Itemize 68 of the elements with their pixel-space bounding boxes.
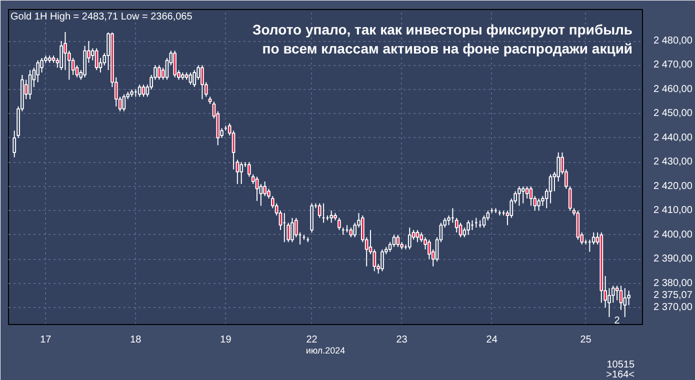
- candlestick: [173, 50, 176, 78]
- candlestick: [236, 159, 240, 184]
- candlestick: [615, 285, 619, 301]
- y-tick-label: 2 420,00: [654, 180, 693, 192]
- candlestick: [255, 176, 259, 202]
- candlestick: [263, 181, 267, 197]
- candlestick: [518, 186, 521, 206]
- candlestick: [521, 186, 525, 204]
- candlestick: [138, 84, 142, 98]
- candlestick: [458, 222, 462, 238]
- x-tick-label: 18: [130, 334, 142, 346]
- candlestick: [122, 94, 126, 112]
- x-tick-label: 24: [486, 334, 498, 346]
- text: Золото упало, так как инвесторы фиксируют прибыль по всем классам активов на фоне распродажи акций: [252, 22, 633, 56]
- candlestick: [349, 227, 353, 238]
- candlestick: [416, 230, 420, 243]
- candlestick: [200, 64, 204, 100]
- candlestick: [188, 72, 192, 86]
- candlestick: [192, 70, 196, 88]
- candlestick: [529, 186, 533, 206]
- candlestick: [353, 222, 357, 238]
- candlestick: [623, 288, 627, 318]
- x-tick-label: 25: [580, 334, 592, 346]
- y-tick-label: 2 460,00: [654, 84, 693, 95]
- candlestick: [290, 217, 294, 243]
- y-tick-label: 2 375,07: [654, 290, 693, 301]
- y-tick-label: 2 440,00: [654, 132, 693, 144]
- annotation: 2: [614, 316, 620, 326]
- candlestick: [240, 162, 244, 184]
- candlestick: [380, 248, 384, 272]
- y-tick-label: 2 450,00: [654, 108, 693, 120]
- candlestick: [248, 162, 251, 178]
- y-tick-label: 2 380,00: [654, 278, 693, 289]
- candlestick: [482, 214, 486, 228]
- text: 10515: [606, 360, 635, 370]
- chart-subtitle: Gold 1H High = 2483,71 Low = 2366,065: [10, 12, 193, 22]
- candlestick: [548, 174, 552, 204]
- candlestick: [420, 232, 424, 243]
- candlestick: [142, 84, 146, 98]
- y-tick-label: 2 410,00: [654, 205, 693, 216]
- y-tick-label: 2 480,00: [654, 36, 693, 46]
- candlestick: [318, 202, 322, 218]
- y-tick-label: 2 400,00: [654, 229, 693, 240]
- candlestick: [619, 285, 623, 310]
- candlestick: [158, 64, 161, 80]
- y-tick-label: 2 470,00: [654, 60, 693, 71]
- candlestick: [392, 234, 396, 248]
- x-axis-title: июл.2024: [306, 346, 346, 356]
- y-tick-label: 2 390,00: [654, 254, 693, 265]
- candlestick: [338, 217, 341, 230]
- y-tick-label: 2 370,00: [654, 302, 693, 314]
- candlestick: [537, 198, 540, 212]
- candlestick: [330, 210, 334, 224]
- x-tick-label: 19: [220, 334, 232, 346]
- candlestick: [611, 285, 615, 304]
- x-tick-label: 22: [306, 334, 318, 346]
- candlestick: [592, 232, 596, 246]
- candlestick: [36, 60, 40, 83]
- candlestick: [466, 220, 470, 236]
- y-tick-label: 2 430,00: [654, 156, 693, 168]
- candlestick: [568, 186, 572, 212]
- x-tick-label: 17: [40, 334, 52, 346]
- candlestick: [396, 234, 400, 248]
- candlestick: [28, 70, 32, 100]
- text: >164<: [606, 370, 635, 380]
- candlestick: [94, 48, 98, 71]
- x-tick-label: 23: [396, 334, 408, 346]
- candlestick: [408, 227, 412, 250]
